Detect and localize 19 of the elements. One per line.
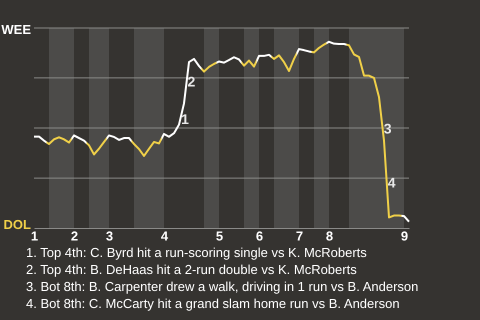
text: DOL xyxy=(4,217,32,232)
x-tick-label: 1 xyxy=(30,228,38,244)
annotation: 2 xyxy=(188,74,196,90)
annotation: 1 xyxy=(181,110,190,127)
text: 3. Bot 8th: B. Carpenter drew a walk, driving in 1 run vs B. Anderson xyxy=(26,279,418,294)
text: 4. Bot 8th: C. McCarty hit a grand slam home run vs B. Anderson xyxy=(26,296,400,311)
x-tick-label: 2 xyxy=(70,228,78,244)
x-tick-label: 3 xyxy=(106,228,114,244)
text: 1. Top 4th: C. Byrd hit a run-scoring single vs K. McRoberts xyxy=(26,245,368,260)
x-tick-label: 6 xyxy=(256,228,264,244)
text: WEE xyxy=(1,22,32,37)
x-tick-label: 5 xyxy=(216,228,224,244)
x-tick-label: 7 xyxy=(296,228,304,244)
x-tick-label: 9 xyxy=(400,228,408,244)
annotation: 4 xyxy=(388,174,396,190)
text: 2. Top 4th: B. DeHaas hit a 2-run double vs K. McRoberts xyxy=(26,262,358,277)
annotation: 3 xyxy=(384,120,392,136)
x-tick-label: 8 xyxy=(326,228,334,244)
x-tick-label: 4 xyxy=(160,228,169,244)
